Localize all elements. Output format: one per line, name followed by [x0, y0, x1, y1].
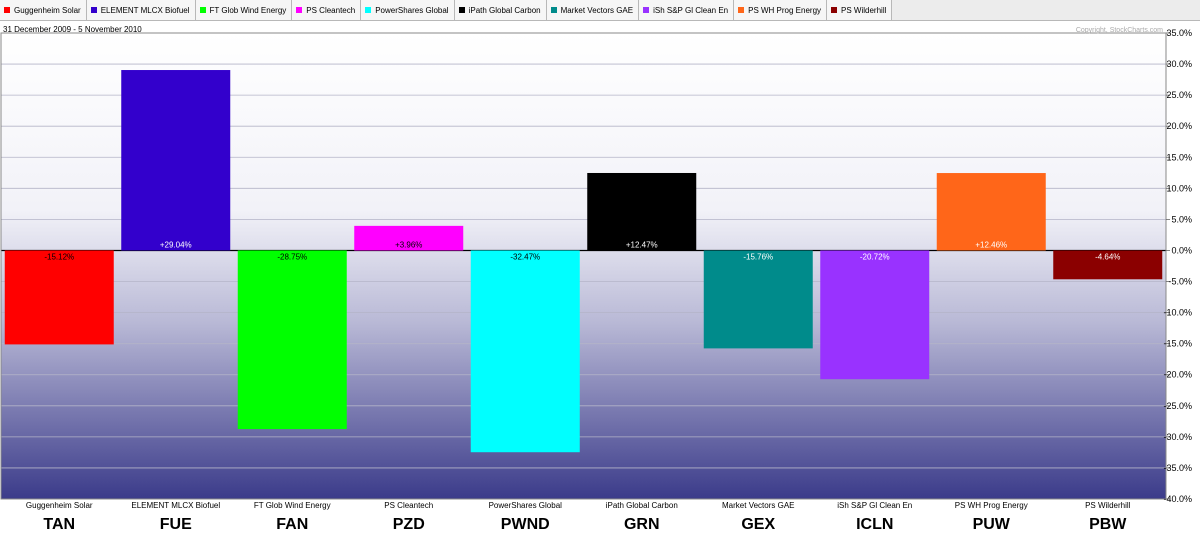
bar	[820, 250, 930, 380]
legend-item[interactable]: FT Glob Wind Energy	[195, 0, 293, 20]
copyright-notice: Copyright, StockCharts.com	[1076, 27, 1163, 34]
legend-label: FT Glob Wind Energy	[209, 5, 287, 15]
x-ticker-label: GEX	[741, 516, 775, 533]
y-tick-label: 30.0%	[1166, 59, 1192, 69]
y-tick-label: -20.0%	[1163, 370, 1192, 380]
performance-bar-chart: 35.0% 30.0% 25.0% 20.0% 15.0% 10.0% 5.0% 0.0% -5…	[0, 25, 1192, 533]
legend-item[interactable]: Market Vectors GAE	[546, 0, 640, 20]
x-name-label: PS WH Prog Energy	[955, 501, 1028, 510]
data-label: -20.72%	[860, 252, 890, 261]
legend-item[interactable]: PS WH Prog Energy	[734, 0, 828, 20]
data-label: -15.76%	[743, 252, 773, 261]
legend-label: iSh S&P Gl Clean En	[653, 5, 729, 15]
y-tick-label: -5.0%	[1168, 277, 1192, 287]
y-tick-label: -40.0%	[1163, 494, 1192, 504]
bar	[470, 250, 580, 453]
y-tick-label: -25.0%	[1163, 401, 1192, 411]
y-tick-label: -10.0%	[1163, 308, 1192, 318]
x-ticker-label: ICLN	[856, 516, 893, 533]
legend-swatch	[831, 7, 838, 13]
x-ticker-label: GRN	[624, 516, 660, 533]
data-label: +12.47%	[626, 240, 658, 249]
x-name-label: PS Wilderhill	[1085, 501, 1131, 510]
legend-item[interactable]: iPath Global Carbon	[454, 0, 547, 20]
x-name-label: iSh S&P Gl Clean En	[837, 501, 912, 510]
legend-item[interactable]: PS Cleantech	[292, 0, 362, 20]
legend-label: iPath Global Carbon	[468, 5, 541, 15]
y-tick-label: 25.0%	[1166, 90, 1192, 100]
legend-label: Market Vectors GAE	[560, 5, 634, 15]
bar	[703, 250, 813, 349]
legend-swatch	[643, 7, 650, 13]
legend-label: PS WH Prog Energy	[748, 5, 822, 15]
y-tick-label: 0.0%	[1171, 245, 1192, 255]
bar	[1053, 250, 1163, 280]
y-tick-label: 10.0%	[1166, 183, 1192, 193]
x-ticker-label: FUE	[160, 516, 192, 533]
x-name-label: iPath Global Carbon	[606, 501, 678, 510]
x-name-label: ELEMENT MLCX Biofuel	[131, 501, 220, 510]
bar	[121, 70, 231, 251]
data-label: -4.64%	[1095, 252, 1120, 261]
x-ticker-label: PUW	[973, 516, 1011, 533]
data-label: +3.96%	[395, 240, 422, 249]
x-ticker-label: TAN	[43, 516, 75, 533]
y-tick-label: -15.0%	[1163, 339, 1192, 349]
legend-item[interactable]: PS Wilderhill	[827, 0, 893, 20]
bar	[4, 250, 114, 345]
data-label: -32.47%	[510, 252, 540, 261]
legend-swatch	[458, 7, 465, 13]
y-tick-label: 35.0%	[1166, 28, 1192, 38]
plot-border	[0, 32, 1167, 500]
x-ticker-label: PBW	[1089, 516, 1127, 533]
legend-swatch	[738, 7, 745, 13]
legend-bar: Guggenheim Solar ELEMENT MLCX Biofuel FT G…	[0, 0, 1200, 21]
y-tick-label: -30.0%	[1163, 432, 1192, 442]
data-label: +29.04%	[160, 240, 192, 249]
x-ticker-label: PWND	[501, 516, 550, 533]
data-label: -28.75%	[277, 252, 307, 261]
x-name-label: PS Cleantech	[384, 501, 433, 510]
x-ticker-label: FAN	[276, 516, 308, 533]
y-tick-label: 20.0%	[1166, 121, 1192, 131]
legend-item[interactable]: ELEMENT MLCX Biofuel	[86, 0, 196, 20]
bar	[237, 250, 347, 430]
legend-swatch	[550, 7, 557, 13]
date-range: 31 December 2009 - 5 November 2010	[3, 25, 142, 34]
data-label: +12.46%	[975, 240, 1007, 249]
legend-label: Guggenheim Solar	[14, 5, 81, 15]
legend-swatch	[4, 7, 10, 13]
x-name-label: Market Vectors GAE	[722, 501, 794, 510]
y-tick-label: 5.0%	[1171, 214, 1192, 224]
legend-item[interactable]: PowerShares Global	[361, 0, 455, 20]
x-name-label: Guggenheim Solar	[26, 501, 93, 510]
legend-label: PS Cleantech	[306, 5, 356, 15]
legend-swatch	[90, 7, 97, 13]
legend-label: ELEMENT MLCX Biofuel	[100, 5, 190, 15]
bar	[354, 225, 464, 251]
legend-swatch	[365, 7, 372, 13]
bar	[587, 172, 697, 251]
x-name-label: PowerShares Global	[489, 501, 563, 510]
data-label: -15.12%	[44, 252, 74, 261]
legend-label: PowerShares Global	[375, 5, 449, 15]
x-name-label: FT Glob Wind Energy	[254, 501, 331, 510]
x-ticker-label: PZD	[393, 516, 425, 533]
legend-label: PS Wilderhill	[841, 5, 887, 15]
legend-swatch	[296, 7, 303, 13]
y-tick-label: -35.0%	[1163, 463, 1192, 473]
legend-swatch	[199, 7, 206, 13]
legend-item[interactable]: Guggenheim Solar	[0, 0, 87, 20]
legend-item[interactable]: iSh S&P Gl Clean En	[639, 0, 735, 20]
bar	[936, 173, 1046, 251]
y-tick-label: 15.0%	[1166, 152, 1192, 162]
